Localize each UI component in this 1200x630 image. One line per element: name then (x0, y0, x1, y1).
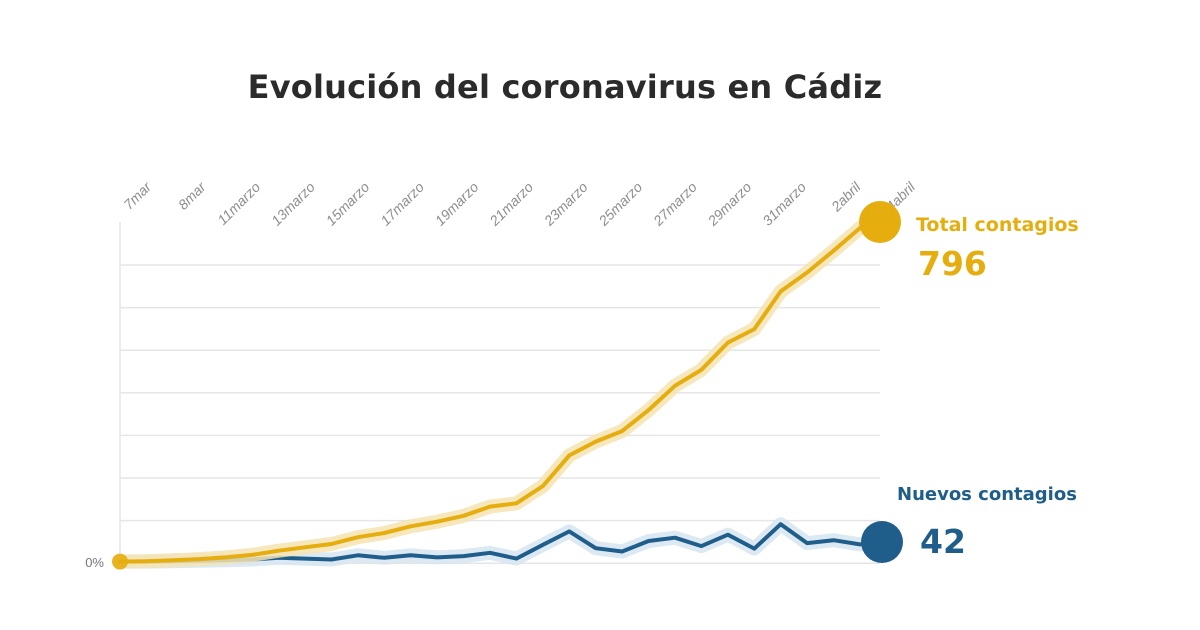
x-tick-label: 29marzo (704, 179, 755, 230)
y-tick-label: 0% (85, 555, 104, 570)
start-dot (112, 553, 128, 570)
x-tick-label: 21marzo (486, 179, 537, 230)
total-contagios-line-halo (113, 221, 867, 569)
total-end-dot (859, 201, 901, 243)
x-tick-label: 15marzo (323, 179, 373, 229)
x-axis-ticks: 7mar 8mar 11marzo 13marzo 15marzo 17marzo 19ma… (120, 178, 918, 229)
total-value: 796 (918, 244, 987, 283)
total-label: Total contagios (916, 214, 1079, 236)
x-tick-label: 13marzo (268, 179, 318, 229)
x-tick-label: 2abril (827, 178, 864, 215)
series-lines (112, 221, 867, 570)
chart-title: Evolución del coronavirus en Cádiz (247, 68, 883, 106)
x-tick-label: 23marzo (540, 179, 591, 230)
nuevos-end-dot (861, 521, 903, 563)
x-tick-label: 11marzo (214, 179, 263, 228)
series-end-markers: Total contagios 796 Nuevos contagios 42 (859, 201, 1079, 563)
y-axis-ticks: 0% (85, 555, 104, 570)
x-tick-label: 27marzo (649, 179, 700, 230)
x-tick-label: 19marzo (432, 179, 482, 229)
nuevos-label: Nuevos contagios (897, 484, 1077, 505)
x-tick-label: 8mar (175, 178, 210, 213)
x-tick-label: 17marzo (377, 179, 427, 229)
x-tick-label: 7mar (120, 178, 155, 213)
x-tick-label: 31marzo (759, 179, 809, 229)
gridlines (119, 222, 880, 566)
total-contagios-line (118, 226, 862, 564)
x-tick-label: 25marzo (595, 179, 646, 230)
nuevos-value: 42 (920, 522, 966, 561)
